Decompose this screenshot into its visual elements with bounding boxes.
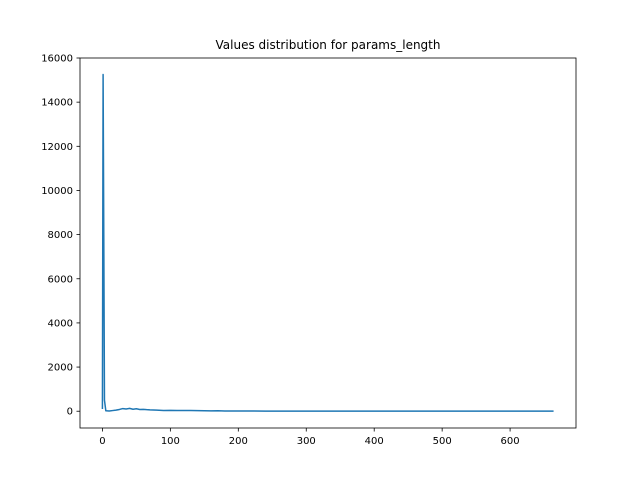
chart-title: Values distribution for params_length [216,38,441,52]
x-tick-label: 300 [297,436,316,447]
y-axis-ticks: 0 2000 4000 6000 8000 10000 12000 14000 16000 [41,54,80,418]
y-tick-label: 14000 [41,98,73,109]
y-tick-label: 12000 [41,142,73,153]
series-line [101,73,554,412]
y-tick-label: 10000 [41,186,73,197]
y-tick-label: 6000 [48,274,73,285]
plot-area-frame [79,57,577,429]
x-tick-label: 500 [433,436,452,447]
x-tick-label: 100 [161,436,180,447]
x-tick-label: 600 [501,436,520,447]
y-tick-label: 8000 [48,230,73,241]
y-tick-label: 4000 [48,318,73,329]
x-tick-label: 400 [365,436,384,447]
x-tick-label: 200 [229,436,248,447]
y-tick-label: 16000 [41,54,73,65]
y-tick-label: 2000 [48,363,73,374]
x-axis-ticks: 0 100 200 300 400 500 600 [99,428,520,447]
x-tick-label: 0 [99,436,105,447]
y-tick-label: 0 [67,407,73,418]
